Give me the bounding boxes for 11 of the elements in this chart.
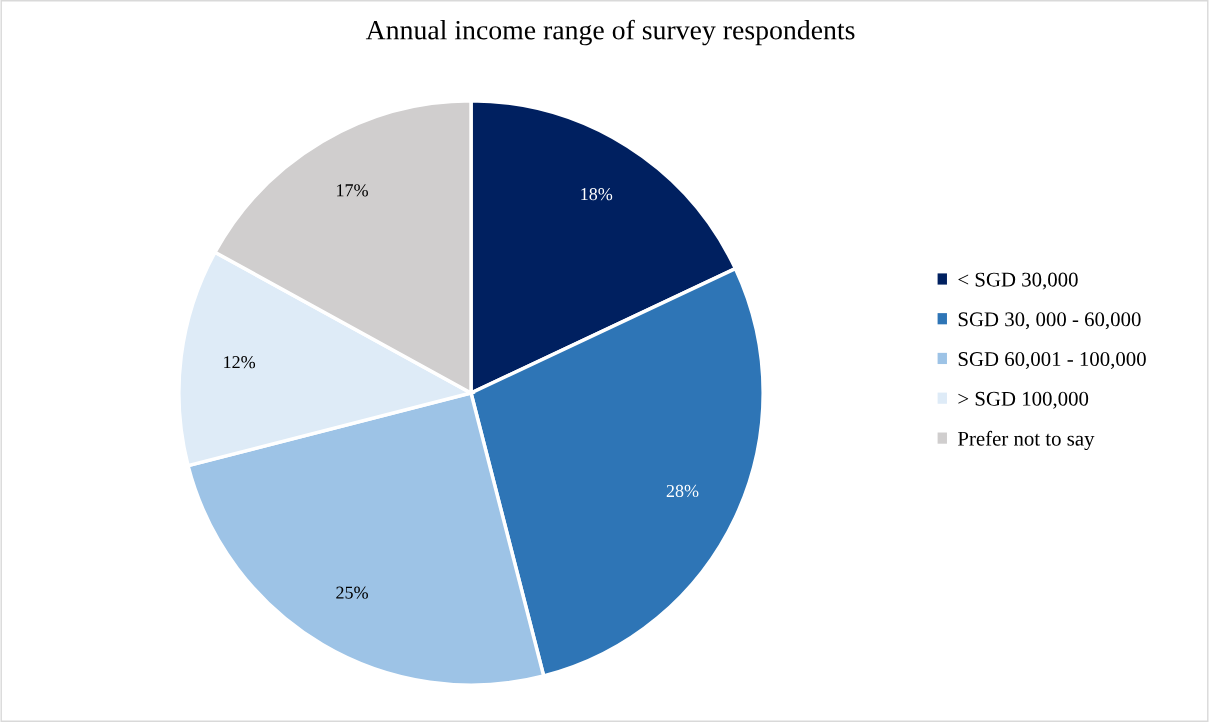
data-label: 28% (666, 484, 699, 498)
legend-label: SGD 60,001 - 100,000 (958, 352, 1146, 370)
legend-label: < SGD 30,000 (958, 272, 1078, 290)
legend-label: > SGD 100,000 (958, 391, 1089, 409)
data-label: 17% (337, 184, 368, 197)
data-label: 12% (224, 356, 256, 369)
legend-label: Prefer not to say (957, 430, 1095, 451)
data-label: 18% (581, 188, 613, 201)
data-label: 25% (336, 586, 368, 599)
chart-title: Annual income range of survey respondents (365, 19, 855, 46)
legend-label: SGD 30, 000 - 60,000 (958, 312, 1141, 330)
